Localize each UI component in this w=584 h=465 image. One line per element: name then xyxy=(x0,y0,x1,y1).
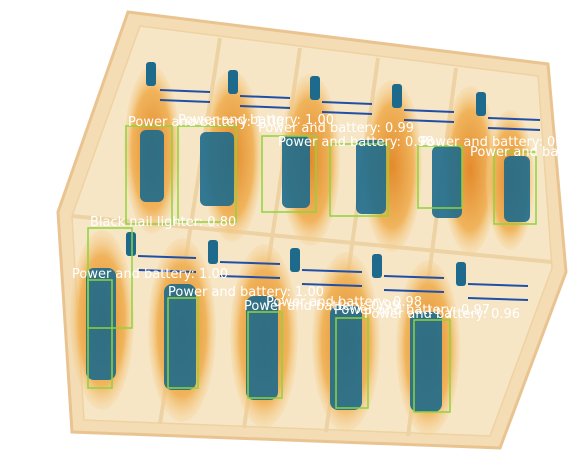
detection-label: Power and battery: 1.00 xyxy=(178,113,334,128)
detection-labels: Power and battery: 1.00 Power and batter… xyxy=(72,113,584,322)
detection-label: Power and battery: 0.99 xyxy=(244,299,400,314)
detection-label: Power and battery: 0.96 xyxy=(364,307,520,322)
detection-box xyxy=(87,227,133,329)
detection-box xyxy=(247,311,283,399)
detection-box xyxy=(413,319,451,413)
detection-label: Power and battery: 1.00 xyxy=(168,285,324,300)
detection-box xyxy=(493,151,537,225)
detection-box xyxy=(177,125,237,223)
detection-label: Power and battery: 0.98 xyxy=(266,295,422,310)
detection-box xyxy=(335,317,369,409)
detection-box xyxy=(329,143,389,217)
detection-label: Power and battery: 1.00 xyxy=(72,267,228,282)
detection-box xyxy=(167,297,199,389)
detection-box xyxy=(87,279,113,389)
detection-label: Power and battery: 0.97 xyxy=(420,135,576,150)
xray-items-top-row xyxy=(124,62,541,254)
detection-box xyxy=(417,145,463,209)
detection-box xyxy=(261,135,317,213)
detection-label: Power and battery: 0.99 xyxy=(258,121,414,136)
xray-items-bottom-row xyxy=(70,230,529,436)
detection-label: Power and battery: 0.97 xyxy=(334,303,490,318)
detection-label: Black nail lighter: 0.80 xyxy=(90,215,236,230)
detection-label: Power and battery: 0.96 xyxy=(470,145,584,160)
detection-label: Power and battery: 0.98 xyxy=(278,135,434,150)
detection-boxes xyxy=(87,125,537,413)
detection-label: Power and battery: 1.00 xyxy=(128,115,284,130)
detection-box xyxy=(125,125,173,225)
